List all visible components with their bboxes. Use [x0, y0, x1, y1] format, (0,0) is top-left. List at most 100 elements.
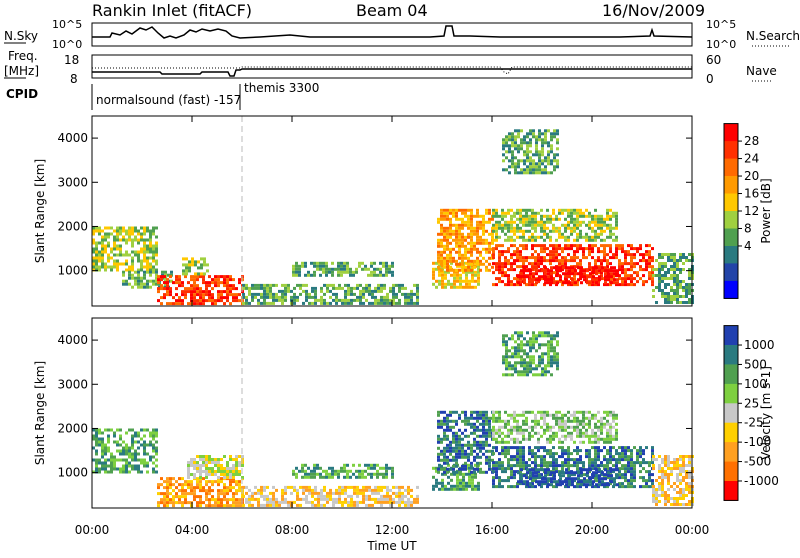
power-cell	[576, 220, 579, 224]
power-cell	[450, 273, 453, 277]
power-cell	[473, 265, 476, 269]
velocity-cell	[446, 458, 449, 462]
velocity-cell	[241, 455, 244, 458]
power-cell	[416, 295, 419, 299]
power-cell	[479, 250, 482, 254]
power-cell	[616, 269, 619, 273]
velocity-cell	[437, 422, 440, 426]
power-cell	[464, 244, 467, 248]
velocity-cell	[175, 480, 178, 484]
power-cell	[549, 262, 552, 266]
velocity-cell	[107, 446, 110, 450]
velocity-cell	[516, 482, 519, 486]
power-cell	[603, 247, 606, 251]
velocity-cell	[517, 352, 520, 356]
velocity-cell	[589, 477, 592, 481]
power-cell	[597, 271, 600, 275]
velocity-cell	[582, 416, 585, 420]
velocity-cell	[437, 419, 440, 423]
power-cell	[304, 261, 307, 265]
power-cell	[658, 289, 661, 292]
velocity-cell	[597, 452, 600, 456]
velocity-cell	[520, 349, 523, 353]
velocity-cell	[473, 410, 476, 414]
power-cell	[606, 211, 609, 215]
power-cell	[552, 271, 555, 275]
power-cell	[193, 281, 196, 285]
cpid-mode-1: normalsound (fast) -157	[96, 93, 241, 107]
velocity-cell	[449, 467, 452, 471]
power-cell	[655, 286, 658, 289]
power-cell	[609, 277, 612, 281]
velocity-cell	[507, 419, 510, 423]
power-cell	[645, 265, 648, 269]
power-cell	[576, 250, 579, 254]
power-cell	[140, 235, 143, 239]
power-cell	[488, 232, 491, 236]
velocity-cell	[505, 358, 508, 362]
velocity-cell	[187, 483, 190, 487]
velocity-cell	[679, 473, 682, 476]
velocity-cell	[272, 500, 275, 504]
velocity-cell	[217, 467, 220, 470]
power-cell	[630, 256, 633, 260]
velocity-cell	[676, 476, 679, 479]
power-cell	[538, 135, 541, 139]
power-cell	[570, 283, 573, 287]
power-cell	[371, 289, 374, 293]
power-cell	[356, 283, 359, 287]
power-cell	[525, 217, 528, 221]
freq-trace	[92, 68, 692, 77]
velocity-cell	[407, 503, 410, 507]
velocity-cell	[591, 485, 594, 489]
power-cell	[651, 277, 654, 281]
velocity-cell	[338, 488, 341, 492]
power-cell	[525, 220, 528, 224]
power-cell	[519, 211, 522, 215]
velocity-cell	[546, 428, 549, 432]
velocity-cell	[540, 434, 543, 438]
velocity-cell	[143, 464, 146, 468]
power-cell	[332, 286, 335, 290]
power-cell	[589, 281, 592, 285]
velocity-cell	[544, 477, 547, 481]
power-cell	[131, 268, 134, 272]
power-cell	[122, 262, 125, 266]
power-cell	[597, 247, 600, 251]
velocity-cell	[609, 425, 612, 429]
velocity-cell	[522, 413, 525, 417]
power-cell	[529, 144, 532, 148]
velocity-cell	[214, 473, 217, 476]
power-cell	[125, 229, 128, 233]
velocity-cell	[556, 352, 559, 356]
power-cell	[190, 278, 193, 282]
velocity-cell	[547, 364, 550, 368]
velocity-cell	[670, 470, 673, 473]
velocity-cell	[287, 503, 290, 507]
velocity-cell	[152, 470, 155, 474]
velocity-cell	[166, 477, 169, 481]
power-cell	[281, 292, 284, 296]
power-cell	[392, 292, 395, 296]
velocity-cell	[624, 458, 627, 462]
velocity-cell	[633, 473, 636, 477]
velocity-cell	[438, 487, 441, 491]
velocity-cell	[356, 494, 359, 498]
power-cell	[679, 253, 682, 256]
velocity-cell	[523, 349, 526, 353]
power-cell	[586, 275, 589, 279]
power-cell	[482, 217, 485, 221]
power-cell	[188, 266, 191, 270]
power-cell	[565, 278, 568, 282]
velocity-cell	[597, 410, 600, 414]
velocity-cell	[526, 483, 529, 487]
power-cell	[257, 283, 260, 287]
velocity-cell	[323, 488, 326, 492]
power-cell	[440, 250, 443, 254]
velocity-cell	[155, 452, 158, 456]
power-cell	[550, 275, 553, 279]
power-cell	[482, 241, 485, 245]
power-cell	[272, 295, 275, 299]
velocity-cell	[101, 467, 104, 471]
